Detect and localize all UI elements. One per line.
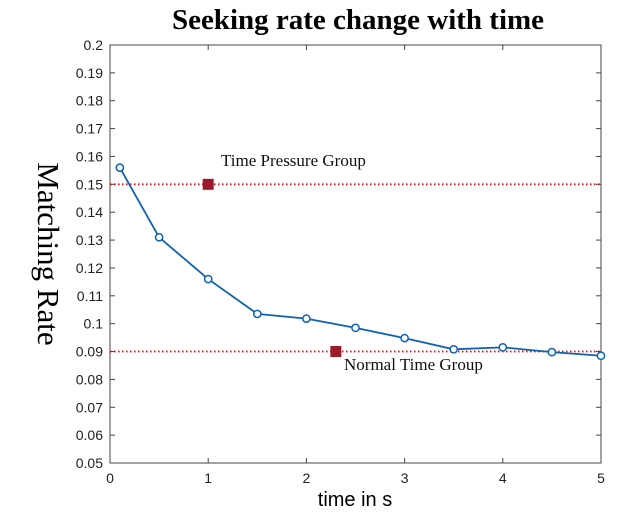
- y-tick-label: 0.16: [76, 148, 103, 164]
- annotations: Time Pressure Group Normal Time Group: [202, 151, 483, 374]
- data-point: [400, 333, 409, 343]
- data-point: [547, 347, 557, 357]
- data-point: [351, 323, 360, 333]
- data-point: [115, 163, 125, 172]
- x-tick-label: 5: [597, 470, 605, 486]
- y-tick-label: 0.13: [76, 232, 103, 248]
- data-point: [154, 232, 164, 242]
- annotation-marker: [202, 178, 214, 190]
- data-point: [302, 314, 311, 324]
- y-axis-label: Matching Rate: [31, 162, 66, 345]
- annotation-normal-time-label: Normal Time Group: [344, 355, 483, 374]
- series-layer: [115, 163, 606, 361]
- data-point: [203, 274, 213, 284]
- y-tick-label: 0.06: [76, 427, 103, 443]
- x-tick-label: 0: [106, 470, 114, 486]
- data-point: [498, 343, 508, 352]
- data-point: [252, 309, 262, 319]
- x-tick-label: 3: [401, 470, 409, 486]
- annotation-marker: [330, 346, 342, 358]
- reference-lines: [110, 183, 601, 353]
- y-tick-label: 0.19: [76, 65, 103, 81]
- data-point: [596, 351, 606, 361]
- y-tick-label: 0.17: [76, 121, 103, 137]
- y-tick-label: 0.14: [76, 204, 103, 220]
- y-tick-label: 0.09: [76, 344, 103, 360]
- x-tick-label: 1: [204, 470, 212, 486]
- annotation-time-pressure-label: Time Pressure Group: [221, 151, 366, 170]
- y-tick-label: 0.15: [76, 176, 103, 192]
- plot-area-frame: [109, 44, 602, 464]
- y-tick-label: 0.2: [84, 37, 104, 53]
- y-tick-label: 0.18: [76, 93, 103, 109]
- y-tick-label: 0.12: [76, 260, 103, 276]
- y-tick-label: 0.11: [77, 288, 103, 304]
- x-axis: 0 1 2 3 4 5: [106, 45, 605, 486]
- y-tick-label: 0.08: [76, 371, 103, 387]
- series-line: [119, 167, 602, 357]
- y-tick-label: 0.05: [76, 455, 103, 471]
- y-tick-label: 0.1: [84, 316, 104, 332]
- y-axis: 0.05 0.06 0.07 0.08 0.09 0.1 0.11 0.12 0.13 0.14 0…: [76, 37, 601, 471]
- y-tick-label: 0.07: [76, 399, 103, 415]
- x-tick-label: 4: [499, 470, 507, 486]
- x-tick-label: 2: [303, 470, 311, 486]
- chart-title: Seeking rate change with time: [172, 4, 544, 36]
- x-axis-label: time in s: [318, 489, 392, 511]
- data-point: [449, 344, 459, 354]
